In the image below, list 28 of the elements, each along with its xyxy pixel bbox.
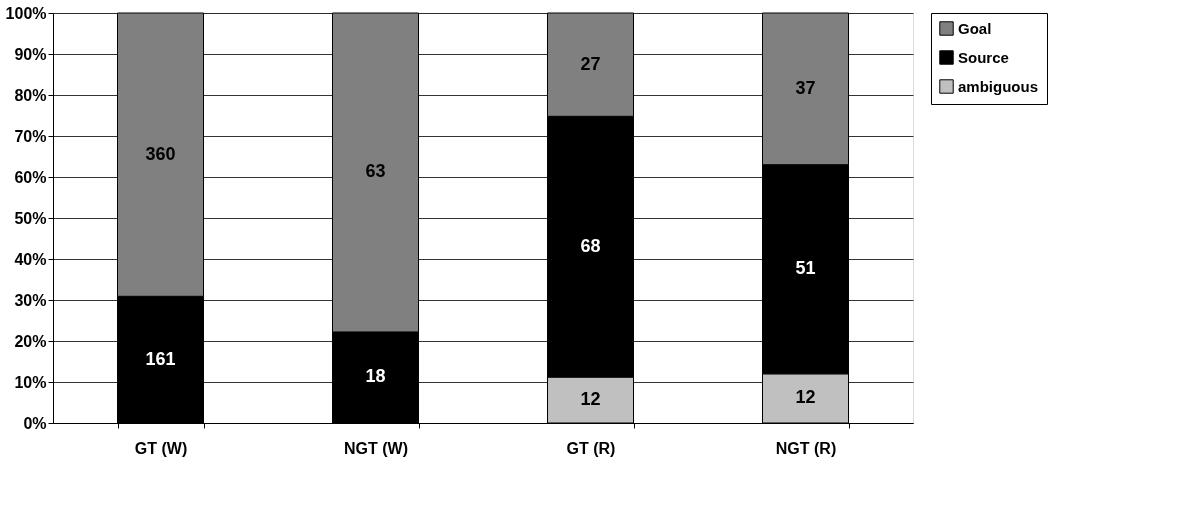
x-tick-label: GT (W) xyxy=(134,439,188,457)
annotation: 360 xyxy=(145,143,176,164)
annotation: 51 xyxy=(795,258,816,279)
y-tick-label: 30% xyxy=(14,291,47,309)
y-tick-label: 10% xyxy=(14,373,47,391)
annotation: 27 xyxy=(580,53,601,74)
legend-label: Source xyxy=(958,48,1009,66)
annotation: 63 xyxy=(365,161,386,182)
annotation: 68 xyxy=(580,235,601,256)
y-tick-label: 90% xyxy=(14,45,47,63)
annotation: 37 xyxy=(795,77,816,98)
y-tick-label: 60% xyxy=(14,168,47,186)
annotation: 12 xyxy=(580,389,601,410)
y-tick-label: 70% xyxy=(14,127,47,145)
legend-label: ambiguous xyxy=(958,77,1039,95)
annotation: 12 xyxy=(795,387,816,408)
y-tick-label: 100% xyxy=(5,4,47,22)
legend-label: Goal xyxy=(958,19,992,37)
x-tick-label: GT (R) xyxy=(566,439,616,457)
y-tick-label: 80% xyxy=(14,86,47,104)
y-tick-label: 40% xyxy=(14,250,47,268)
x-tick-label: NGT (W) xyxy=(344,439,408,457)
annotation: 161 xyxy=(145,348,176,369)
y-tick-label: 50% xyxy=(14,209,47,227)
annotation: 18 xyxy=(365,366,386,387)
y-tick-label: 0% xyxy=(23,414,47,432)
y-tick-label: 20% xyxy=(14,332,47,350)
x-tick-label: NGT (R) xyxy=(775,439,837,457)
